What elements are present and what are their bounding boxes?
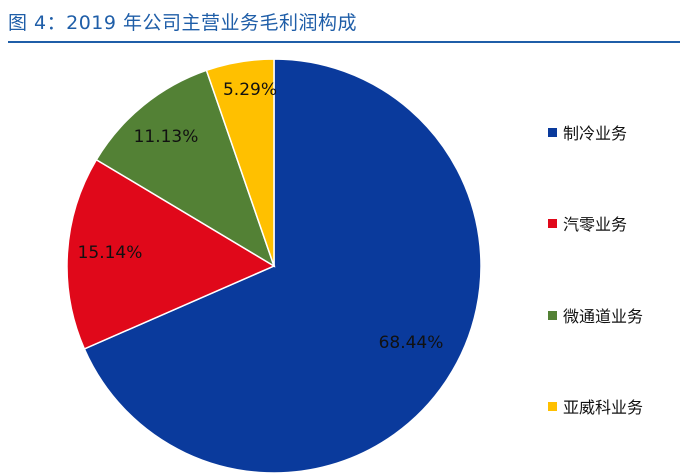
slice-data-label: 11.13% <box>134 127 199 147</box>
slice-refrigeration <box>83 58 482 474</box>
legend-swatch <box>548 310 557 320</box>
figure-title: 图 4：2019 年公司主营业务毛利润构成 <box>8 12 358 34</box>
legend-item-auto-parts: 汽零业务 <box>548 211 627 235</box>
legend-item-aweco: 亚威科业务 <box>548 394 643 418</box>
legend-label: 制冷业务 <box>563 124 628 143</box>
slice-data-label: 15.14% <box>78 243 143 263</box>
legend-item-microchannel: 微通道业务 <box>548 303 643 327</box>
legend-label: 汽零业务 <box>563 215 628 234</box>
slice-data-label: 68.44% <box>379 333 444 353</box>
legend-swatch <box>548 401 557 411</box>
legend-item-refrigeration: 制冷业务 <box>548 120 627 144</box>
legend: 制冷业务 汽零业务 微通道业务 亚威科业务 <box>548 0 688 476</box>
slice-data-label: 5.29% <box>223 80 277 100</box>
slice-auto-parts <box>66 158 276 350</box>
legend-label: 亚威科业务 <box>563 398 644 417</box>
legend-swatch <box>548 127 557 137</box>
legend-label: 微通道业务 <box>563 307 644 326</box>
title-rule <box>8 41 680 43</box>
slice-aweco <box>205 58 275 267</box>
legend-swatch <box>548 218 557 228</box>
slice-microchannel <box>95 69 276 268</box>
